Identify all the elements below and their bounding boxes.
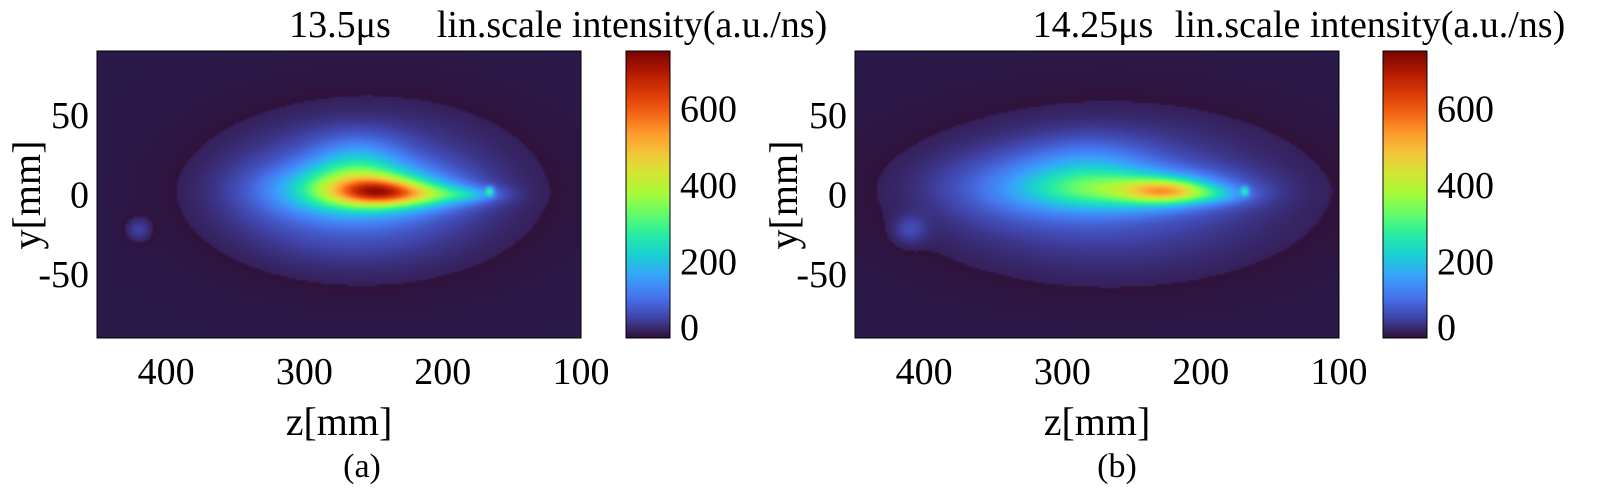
y-tick-label: -50 <box>796 254 847 296</box>
x-tick-label: 200 <box>414 351 471 393</box>
x-axis-label-b: z[mm] <box>1044 399 1151 444</box>
y-ticks-a: 50 0 -50 <box>38 95 89 296</box>
colorbar-frame-a <box>625 50 671 339</box>
panel-label-a: (a) <box>343 448 381 485</box>
colorbar-tick-label: 0 <box>1437 307 1456 349</box>
colorbar-tick-label: 200 <box>680 241 737 283</box>
chart-b-svg: 14.25μs lin.scale intensity(a.u./ns) 400… <box>761 4 1565 485</box>
y-axis-label-a: y[mm] <box>4 141 49 250</box>
panel-label-b: (b) <box>1097 448 1137 485</box>
x-ticks-a: 400 300 200 100 <box>138 351 610 393</box>
colorbar-b <box>1383 51 1427 338</box>
heatmap-image-a <box>97 51 581 338</box>
colorbar-label-b: lin.scale intensity(a.u./ns) <box>1175 4 1565 46</box>
x-tick-label: 200 <box>1172 351 1229 393</box>
y-tick-label: -50 <box>38 254 89 296</box>
chart-a-svg: 13.5μs lin.scale intensity(a.u./ns) 400 3… <box>4 4 827 485</box>
colorbar-label-a: lin.scale intensity(a.u./ns) <box>437 4 827 46</box>
colorbar-tick-label: 400 <box>1437 165 1494 207</box>
time-label-b: 14.25μs <box>1033 4 1154 46</box>
y-tick-label: 0 <box>828 175 847 217</box>
heatmap-panel-b: 14.25μs lin.scale intensity(a.u./ns) 400… <box>761 0 1575 500</box>
heatmap-panel-a: 13.5μs lin.scale intensity(a.u./ns) 400 3… <box>4 4 827 485</box>
x-ticks-b: 400 300 200 100 <box>896 351 1368 393</box>
colorbar-ticks-b: 0 200 400 600 <box>1437 88 1494 349</box>
x-tick-label: 100 <box>553 351 610 393</box>
x-tick-label: 300 <box>1034 351 1091 393</box>
y-ticks-b: 50 0 -50 <box>796 95 847 296</box>
colorbar-tick-label: 400 <box>680 165 737 207</box>
colorbar-a <box>626 51 670 338</box>
x-tick-label: 400 <box>138 351 195 393</box>
y-tick-label: 0 <box>70 175 89 217</box>
y-tick-label: 50 <box>809 95 847 137</box>
plot-frame-b <box>854 50 1340 339</box>
y-tick-label: 50 <box>51 95 89 137</box>
x-tick-label: 400 <box>896 351 953 393</box>
plot-frame-a <box>96 50 582 339</box>
colorbar-frame-b <box>1382 50 1428 339</box>
time-label-a: 13.5μs <box>289 4 391 46</box>
colorbar-tick-label: 200 <box>1437 241 1494 283</box>
y-axis-label-b: y[mm] <box>761 141 806 250</box>
colorbar-tick-label: 0 <box>680 307 699 349</box>
x-tick-label: 100 <box>1311 351 1368 393</box>
x-tick-label: 300 <box>276 351 333 393</box>
colorbar-tick-label: 600 <box>1437 88 1494 130</box>
colorbar-tick-label: 600 <box>680 88 737 130</box>
heatmap-image-b <box>855 51 1339 338</box>
x-axis-label-a: z[mm] <box>286 399 393 444</box>
colorbar-ticks-a: 0 200 400 600 <box>680 88 737 349</box>
